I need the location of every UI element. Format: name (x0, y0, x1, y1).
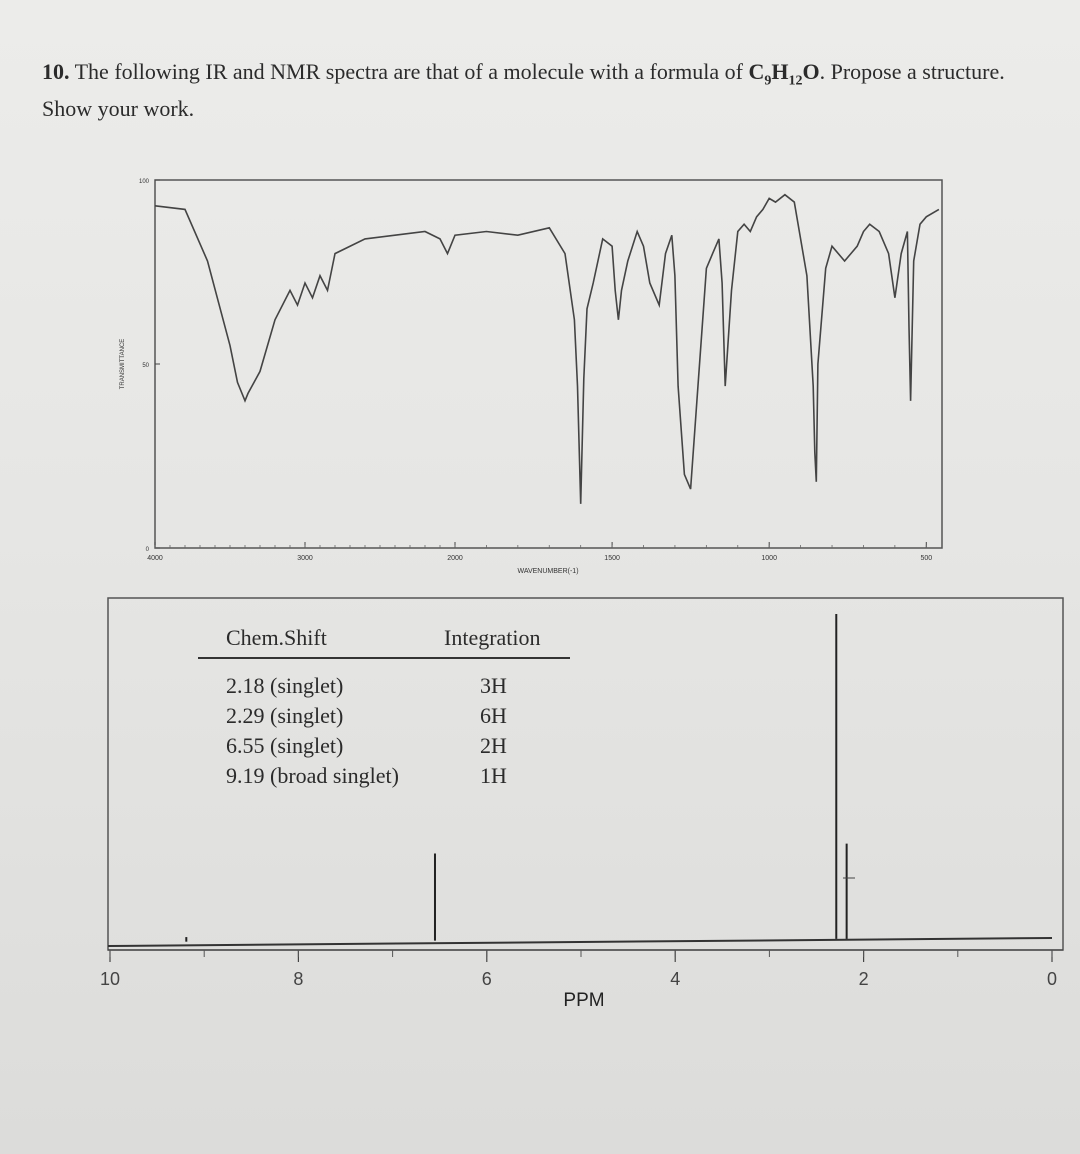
nmr-x-axis-label: PPM (563, 990, 604, 1011)
question-text-before: The following IR and NMR spectra are tha… (74, 59, 743, 84)
nmr-table-header: Chem.Shift Integration (198, 625, 570, 659)
question-text: 10. The following IR and NMR spectra are… (42, 58, 1042, 123)
integration-cell: 3H (480, 673, 507, 698)
nmr-data-table: Chem.Shift Integration 2.18 (singlet) 3H… (198, 625, 570, 791)
ir-series-line (154, 193, 940, 504)
nmr-x-tick-label: 10 (100, 969, 120, 989)
ir-y-tick-label: 0 (146, 547, 150, 553)
integration-cell: 6H (480, 703, 507, 728)
chem-shift-cell: 6.55 (singlet) (226, 733, 344, 758)
nmr-baseline (107, 937, 1053, 947)
ir-x-tick-label: 1000 (761, 555, 777, 562)
chem-shift-cell: 9.19 (broad singlet) (226, 763, 399, 788)
integration-header: Integration (444, 625, 541, 650)
nmr-x-tick-label: 6 (482, 969, 492, 989)
question-text-after: . Propose a structure. Show your work. (42, 59, 1005, 122)
ir-x-axis-label: WAVENUMBER(-1) (517, 568, 578, 575)
integration-cell: 2H (480, 733, 507, 758)
nmr-x-tick-label: 8 (293, 969, 303, 989)
ir-x-tick-label: 500 (920, 555, 932, 562)
integration-cell: 1H (480, 763, 507, 788)
molecular-formula: C9H12O (748, 59, 820, 89)
ir-x-tick-label: 2000 (447, 555, 463, 562)
nmr-x-tick-label: 2 (859, 969, 869, 989)
chem-shift-cell: 2.29 (singlet) (226, 703, 344, 728)
chem-shift-header: Chem.Shift (226, 625, 327, 650)
ir-x-tick-label: 4000 (147, 555, 163, 562)
nmr-x-tick-label: 4 (670, 969, 680, 989)
table-row: 9.19 (broad singlet) 1H (198, 761, 570, 791)
question-number: 10. (42, 59, 70, 84)
table-row: 6.55 (singlet) 2H (198, 731, 570, 761)
nmr-x-tick-label: 0 (1047, 969, 1057, 989)
ir-y-axis-label: TRANSMITTANCE (120, 339, 126, 390)
ir-y-tick-label: 100 (139, 179, 150, 185)
ir-x-tick-label: 3000 (297, 555, 313, 562)
ir-y-tick-label: 50 (142, 363, 149, 369)
chem-shift-cell: 2.18 (singlet) (226, 673, 344, 698)
ir-x-tick-label: 1500 (604, 555, 620, 562)
table-row: 2.18 (singlet) 3H (198, 671, 570, 701)
ir-spectrum: TRANSMITTANCE WAVENUMBER(-1) 4000 3000 200… (120, 179, 943, 575)
table-row: 2.29 (singlet) 6H (198, 701, 570, 731)
